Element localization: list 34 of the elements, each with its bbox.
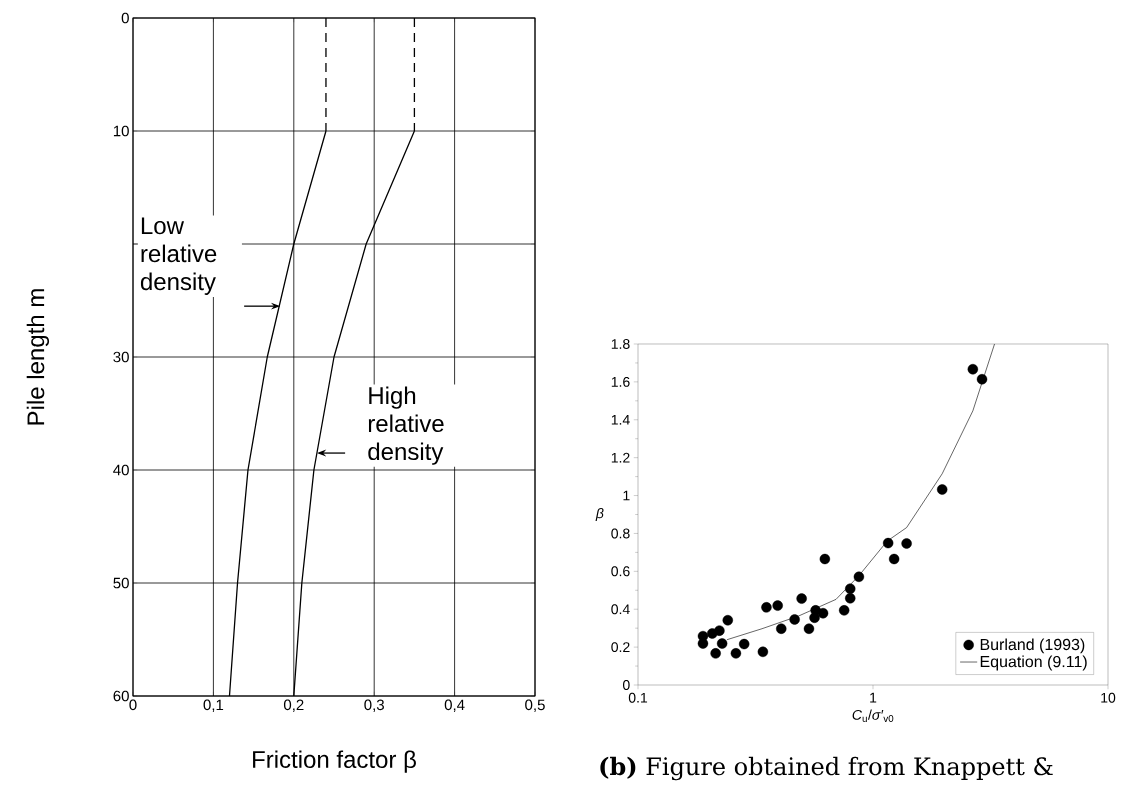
x-axis-title: Friction factor β [253,750,416,773]
y-tick-label: 0 [622,680,630,690]
y-tick-label: 10 [113,125,129,137]
x-tick-label: 0,1 [203,699,224,712]
text: (b) Figure obtained from Knappett & [600,756,1053,781]
x-tick-label: 0,3 [364,699,384,712]
y-tick-label: 0.2 [611,642,630,653]
legend-label: Burland (1993) [980,638,1085,654]
y-tick-label: 30 [113,351,129,363]
x-tick-label: 0,4 [444,699,465,712]
y-tick-label: 1.2 [611,452,630,463]
y-tick-label: 40 [113,464,129,476]
x-axis-title: C$_{u}$/σ′$_{v0}$ [852,709,894,722]
x-tick-label: 10 [1101,692,1116,703]
x-tick-label: 0 [129,699,137,711]
annotation: Low relative density [140,217,217,295]
y-tick-label: 0.8 [611,528,630,539]
y-tick-label: 1.8 [611,339,630,349]
x-tick-label: 1 [870,692,877,703]
x-tick-label: 0,5 [525,699,545,712]
y-tick-label: 0 [121,12,129,24]
y-tick-label: 50 [113,577,129,589]
y-tick-label: 1 [623,490,630,501]
y-axis-title: β [595,507,604,522]
legend-label: Equation (9.11) [980,655,1087,671]
y-tick-label: 1.4 [611,414,630,425]
x-tick-label: 0,2 [283,699,304,712]
y-tick-label: 0.6 [611,566,630,577]
x-tick-label: 0.1 [628,692,648,703]
y-axis-title: Pile length m [26,289,50,425]
annotation: High relative density [368,386,444,465]
y-tick-label: 60 [113,690,129,702]
y-tick-label: 0.4 [611,604,630,615]
y-tick-label: 1.6 [611,376,630,387]
